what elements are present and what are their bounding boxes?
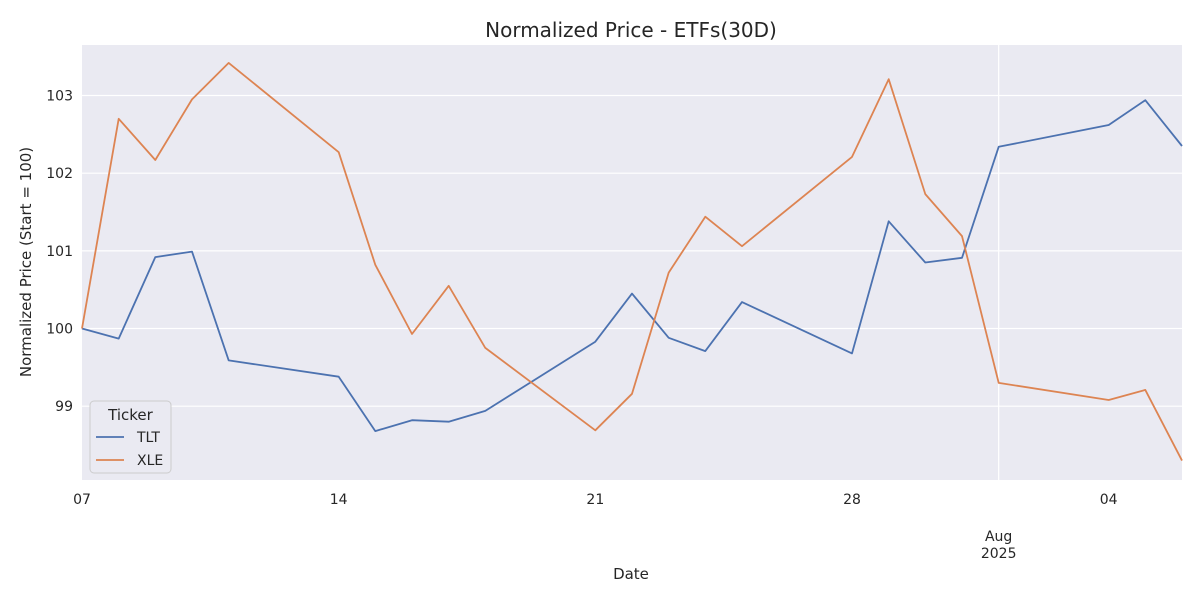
y-tick-label: 102 bbox=[46, 166, 73, 182]
x-tick-label: 21 bbox=[586, 492, 604, 508]
legend-label-tlt: TLT bbox=[136, 430, 160, 446]
grid bbox=[82, 45, 1182, 480]
x-tick-label: 04 bbox=[1100, 492, 1118, 508]
series-layer bbox=[81, 62, 1183, 462]
legend: Ticker TLT XLE bbox=[89, 400, 172, 474]
x-year-label: 2025 bbox=[981, 546, 1017, 562]
y-tick-label: 99 bbox=[55, 399, 73, 415]
x-axis-label: Date bbox=[613, 565, 649, 583]
x-tick-label: 14 bbox=[330, 492, 348, 508]
legend-box bbox=[89, 400, 172, 474]
legend-label-xle: XLE bbox=[137, 453, 163, 469]
y-ticks: 99 100 101 102 103 bbox=[46, 88, 73, 415]
series-line-xle bbox=[81, 62, 1183, 462]
series-line-tlt bbox=[81, 99, 1183, 433]
x-month-label: Aug bbox=[985, 529, 1012, 545]
chart-title: Normalized Price - ETFs(30D) bbox=[485, 18, 777, 42]
x-tick-label: 28 bbox=[843, 492, 861, 508]
y-tick-label: 101 bbox=[46, 244, 73, 260]
y-tick-label: 100 bbox=[46, 322, 73, 338]
y-tick-label: 103 bbox=[46, 88, 73, 104]
plot-area bbox=[82, 45, 1182, 480]
y-axis-label: Normalized Price (Start = 100) bbox=[17, 147, 35, 377]
x-tick-label: 07 bbox=[73, 492, 91, 508]
legend-title: Ticker bbox=[107, 406, 153, 424]
